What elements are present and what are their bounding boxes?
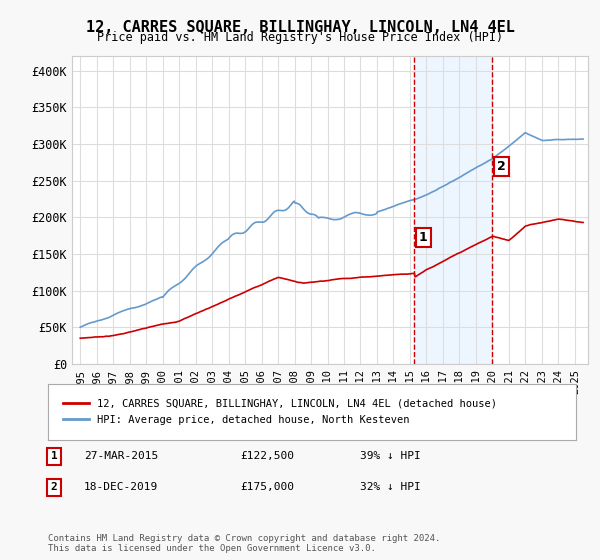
Text: 18-DEC-2019: 18-DEC-2019 [84,482,158,492]
Text: 1: 1 [419,231,427,244]
Text: Price paid vs. HM Land Registry's House Price Index (HPI): Price paid vs. HM Land Registry's House … [97,31,503,44]
Text: 2: 2 [50,482,58,492]
Text: 39% ↓ HPI: 39% ↓ HPI [360,451,421,461]
Text: £122,500: £122,500 [240,451,294,461]
Text: 12, CARRES SQUARE, BILLINGHAY, LINCOLN, LN4 4EL: 12, CARRES SQUARE, BILLINGHAY, LINCOLN, … [86,20,514,35]
Text: Contains HM Land Registry data © Crown copyright and database right 2024.
This d: Contains HM Land Registry data © Crown c… [48,534,440,553]
Bar [414,56,492,364]
Legend: 12, CARRES SQUARE, BILLINGHAY, LINCOLN, LN4 4EL (detached house), HPI: Average p: 12, CARRES SQUARE, BILLINGHAY, LINCOLN, … [58,394,501,429]
Text: 32% ↓ HPI: 32% ↓ HPI [360,482,421,492]
Text: 1: 1 [50,451,58,461]
Text: 27-MAR-2015: 27-MAR-2015 [84,451,158,461]
Text: £175,000: £175,000 [240,482,294,492]
Text: 2: 2 [497,160,505,172]
